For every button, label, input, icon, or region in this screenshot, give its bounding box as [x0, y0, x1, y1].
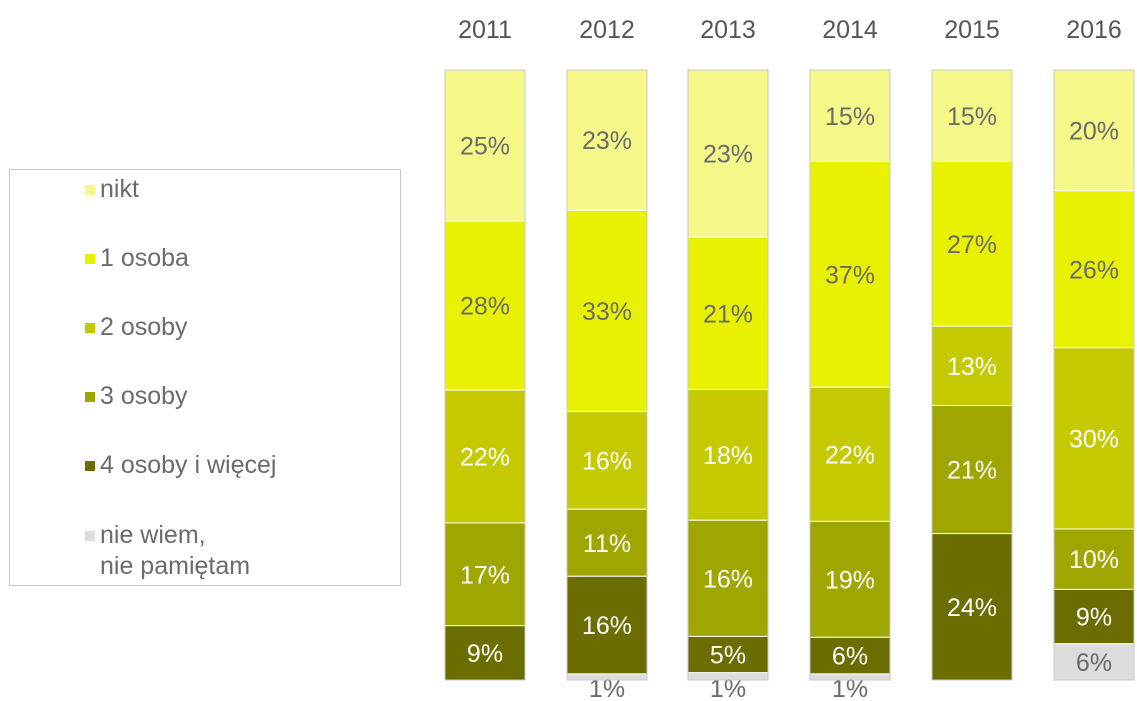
data-label-2014-0: 15% [825, 103, 875, 131]
bar-segment-2012-1 [566, 209, 648, 413]
bar-segment-2011-3 [444, 522, 526, 627]
data-label-2013-2: 18% [703, 442, 753, 470]
data-label-2014-1: 37% [825, 261, 875, 289]
legend-item-3-osoby: 3 osoby [85, 381, 188, 412]
data-label-2012-5: 1% [589, 675, 625, 701]
data-label-2015-1: 27% [947, 231, 997, 259]
bar-outline-2014 [809, 69, 891, 681]
bar-segment-2014-4 [809, 636, 891, 675]
data-label-2013-4: 5% [710, 642, 746, 670]
year-label-2015: 2015 [944, 16, 1000, 44]
data-label-2015-2: 13% [947, 353, 997, 381]
data-label-2012-0: 23% [582, 127, 632, 155]
bar-segment-2016-4 [1053, 588, 1135, 645]
bar-outline-2012 [566, 69, 648, 681]
data-label-2011-2: 22% [460, 444, 510, 472]
legend-item-nie-wiem: nie wiem, nie pamiętam [85, 520, 250, 582]
bar-segment-2014-1 [809, 161, 891, 388]
data-label-2015-3: 21% [947, 457, 997, 485]
data-label-2013-1: 21% [703, 300, 753, 328]
legend-label-nie-wiem: nie wiem, nie pamiętam [100, 521, 251, 580]
bar-segment-2012-2 [566, 411, 648, 510]
data-label-2016-4: 9% [1076, 604, 1112, 632]
data-label-2015-4: 24% [947, 594, 997, 622]
legend-swatch-1-osoba [85, 254, 95, 264]
data-label-2016-0: 20% [1069, 117, 1119, 145]
legend-item-nikt: nikt [85, 174, 139, 205]
legend-label-4-osoby-i-wiecej: 4 osoby i więcej [100, 451, 277, 479]
bar-segment-2013-2 [687, 389, 769, 521]
year-label-2012: 2012 [579, 16, 635, 44]
data-label-2016-5: 6% [1076, 649, 1112, 677]
data-label-2012-3: 11% [583, 530, 631, 558]
legend-label-2-osoby: 2 osoby [100, 313, 188, 341]
data-label-2011-1: 28% [460, 293, 510, 321]
data-label-2012-1: 33% [582, 298, 632, 326]
data-label-2014-4: 6% [832, 643, 868, 671]
data-label-2014-2: 22% [825, 441, 875, 469]
data-label-2013-0: 23% [703, 141, 753, 169]
bar-segment-2016-5 [1053, 643, 1135, 681]
bar-segment-2016-3 [1053, 528, 1135, 590]
data-label-2011-3: 17% [460, 561, 510, 589]
bar-segment-2016-2 [1053, 347, 1135, 530]
bar-segment-2015-2 [931, 325, 1013, 407]
data-label-2012-2: 16% [582, 447, 632, 475]
data-label-2014-3: 19% [825, 566, 875, 594]
bar-segment-2014-2 [809, 386, 891, 522]
data-label-2011-4: 9% [467, 640, 503, 668]
year-label-2014: 2014 [822, 16, 878, 44]
legend-swatch-nikt [85, 185, 95, 195]
bar-segment-2015-3 [931, 405, 1013, 535]
data-label-2016-3: 10% [1069, 546, 1119, 574]
bar-segment-2013-0 [687, 69, 769, 238]
legend-item-4-osoby-i-wiecej: 4 osoby i więcej [85, 450, 276, 481]
legend-swatch-2-osoby [85, 323, 95, 333]
legend-swatch-4-osoby-i-wiecej [85, 461, 95, 471]
bar-segment-2015-0 [931, 69, 1013, 162]
bar-segment-2012-0 [566, 69, 648, 211]
bar-outline-2016 [1053, 69, 1135, 681]
bar-segment-2011-0 [444, 69, 526, 222]
legend-item-2-osoby: 2 osoby [85, 312, 188, 343]
bar-segment-2015-1 [931, 161, 1013, 327]
year-label-2011: 2011 [458, 16, 512, 44]
year-label-2016: 2016 [1066, 16, 1122, 44]
bar-segment-2013-3 [687, 519, 769, 637]
data-label-2016-2: 30% [1069, 425, 1119, 453]
legend-swatch-nie-wiem [85, 531, 95, 541]
bar-outline-2013 [687, 69, 769, 681]
chart-legend: nikt 1 osoba 2 osoby 3 osoby 4 osoby i w… [9, 169, 401, 586]
bar-outline-2015 [931, 69, 1013, 681]
data-label-2012-4: 16% [582, 612, 632, 640]
data-label-2011-0: 25% [460, 132, 510, 160]
data-label-2015-0: 15% [947, 103, 997, 131]
legend-label-nikt: nikt [100, 175, 139, 203]
data-label-2016-1: 26% [1069, 256, 1119, 284]
legend-swatch-3-osoby [85, 392, 95, 402]
data-label-2014-5: 1% [832, 675, 868, 701]
legend-item-1-osoba: 1 osoba [85, 243, 189, 274]
data-label-2013-3: 16% [703, 565, 753, 593]
bar-segment-2016-1 [1053, 190, 1135, 349]
data-label-2013-5: 1% [710, 675, 746, 701]
legend-label-3-osoby: 3 osoby [100, 382, 188, 410]
legend-label-1-osoba: 1 osoba [100, 244, 189, 272]
bar-outline-2011 [444, 69, 526, 681]
year-label-2013: 2013 [700, 16, 756, 44]
